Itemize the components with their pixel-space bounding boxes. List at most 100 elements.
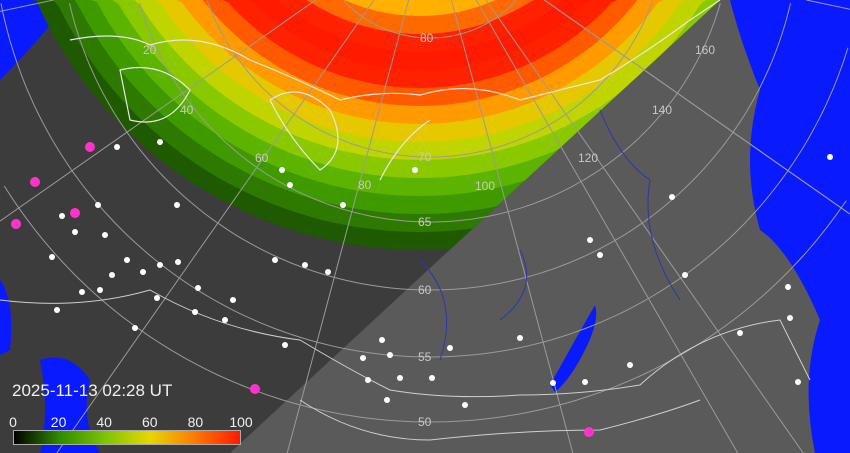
station-marker <box>11 219 21 229</box>
city-marker <box>785 284 791 290</box>
city-marker <box>737 330 743 336</box>
longitude-line <box>544 0 850 215</box>
longitude-label: 60 <box>255 151 269 165</box>
city-marker <box>517 335 523 341</box>
city-marker <box>384 397 390 403</box>
city-marker <box>95 202 101 208</box>
latitude-label: 60 <box>418 283 432 297</box>
latitude-line <box>343 0 517 39</box>
city-marker <box>140 269 146 275</box>
latitude-label: 55 <box>418 350 432 364</box>
city-marker <box>462 402 468 408</box>
colorbar-ticks: 0 20 40 60 80 100 <box>9 414 253 430</box>
city-marker <box>582 379 588 385</box>
longitude-label: 120 <box>578 151 598 165</box>
longitude-line <box>450 0 574 453</box>
city-marker <box>195 285 201 291</box>
city-marker <box>412 167 418 173</box>
station-marker <box>30 177 40 187</box>
latitude-line <box>69 3 791 291</box>
latitude-line <box>3 185 847 423</box>
city-marker <box>627 362 633 368</box>
city-marker <box>340 202 346 208</box>
city-marker <box>157 262 163 268</box>
city-marker <box>397 375 403 381</box>
city-marker <box>279 167 285 173</box>
longitude-line <box>0 0 316 222</box>
city-marker <box>124 257 130 263</box>
city-marker <box>230 297 236 303</box>
station-marker <box>250 384 260 394</box>
latitude-label: 70 <box>418 150 432 164</box>
longitude-line <box>0 0 54 12</box>
longitude-label: 160 <box>695 43 715 57</box>
city-marker <box>550 380 556 386</box>
longitude-label: 80 <box>358 178 372 192</box>
city-marker <box>79 289 85 295</box>
city-marker <box>59 213 65 219</box>
longitude-line <box>485 0 804 453</box>
longitude-line <box>56 0 375 453</box>
city-marker <box>114 144 120 150</box>
colorbar-tick: 80 <box>187 414 204 430</box>
city-marker <box>72 229 78 235</box>
city-marker <box>175 259 181 265</box>
city-marker <box>49 254 55 260</box>
city-marker <box>447 345 453 351</box>
colorbar-tick: 100 <box>229 414 253 430</box>
latitude-label: 65 <box>418 215 432 229</box>
latitude-label: 50 <box>418 415 432 429</box>
aurora-band <box>216 0 624 34</box>
longitude-label: 140 <box>652 103 672 117</box>
city-marker <box>154 295 160 301</box>
longitude-label: 40 <box>180 103 194 117</box>
longitude-label: 100 <box>475 179 495 193</box>
city-marker <box>102 232 108 238</box>
longitude-line <box>286 0 410 453</box>
city-markers <box>11 139 833 437</box>
station-marker <box>584 427 594 437</box>
city-marker <box>287 182 293 188</box>
city-marker <box>669 194 675 200</box>
city-marker <box>429 375 435 381</box>
city-marker <box>54 307 60 313</box>
colorbar-tick: 0 <box>9 414 17 430</box>
colorbar-tick: 60 <box>142 414 158 430</box>
city-marker <box>282 342 288 348</box>
borders <box>0 289 811 441</box>
longitude-line <box>806 0 850 10</box>
station-marker <box>70 208 80 218</box>
city-marker <box>827 154 833 160</box>
city-marker <box>365 377 371 383</box>
longitude-line <box>475 0 739 453</box>
city-marker <box>325 269 331 275</box>
city-marker <box>682 272 688 278</box>
coastlines <box>69 0 721 181</box>
aurora-band <box>234 0 606 16</box>
city-marker <box>174 202 180 208</box>
city-marker <box>222 317 228 323</box>
city-marker <box>109 272 115 278</box>
city-marker <box>132 325 138 331</box>
colorbar-gradient <box>13 430 241 445</box>
city-marker <box>97 287 103 293</box>
station-marker <box>85 142 95 152</box>
timestamp: 2025-11-13 02:28 UT <box>12 381 173 400</box>
longitude-label: 20 <box>143 43 157 57</box>
city-marker <box>587 237 593 243</box>
rivers <box>419 109 681 361</box>
daylight-region <box>230 0 850 453</box>
colorbar: 0 20 40 60 80 100 <box>9 414 253 445</box>
city-marker <box>795 379 801 385</box>
city-marker <box>302 262 308 268</box>
latitude-line <box>206 0 654 158</box>
city-marker <box>360 355 366 361</box>
city-marker <box>272 257 278 263</box>
colorbar-tick: 40 <box>96 414 112 430</box>
latitude-line <box>139 3 721 223</box>
city-marker <box>597 252 603 258</box>
latitude-label: 80 <box>420 31 434 45</box>
colorbar-tick: 20 <box>50 414 67 430</box>
